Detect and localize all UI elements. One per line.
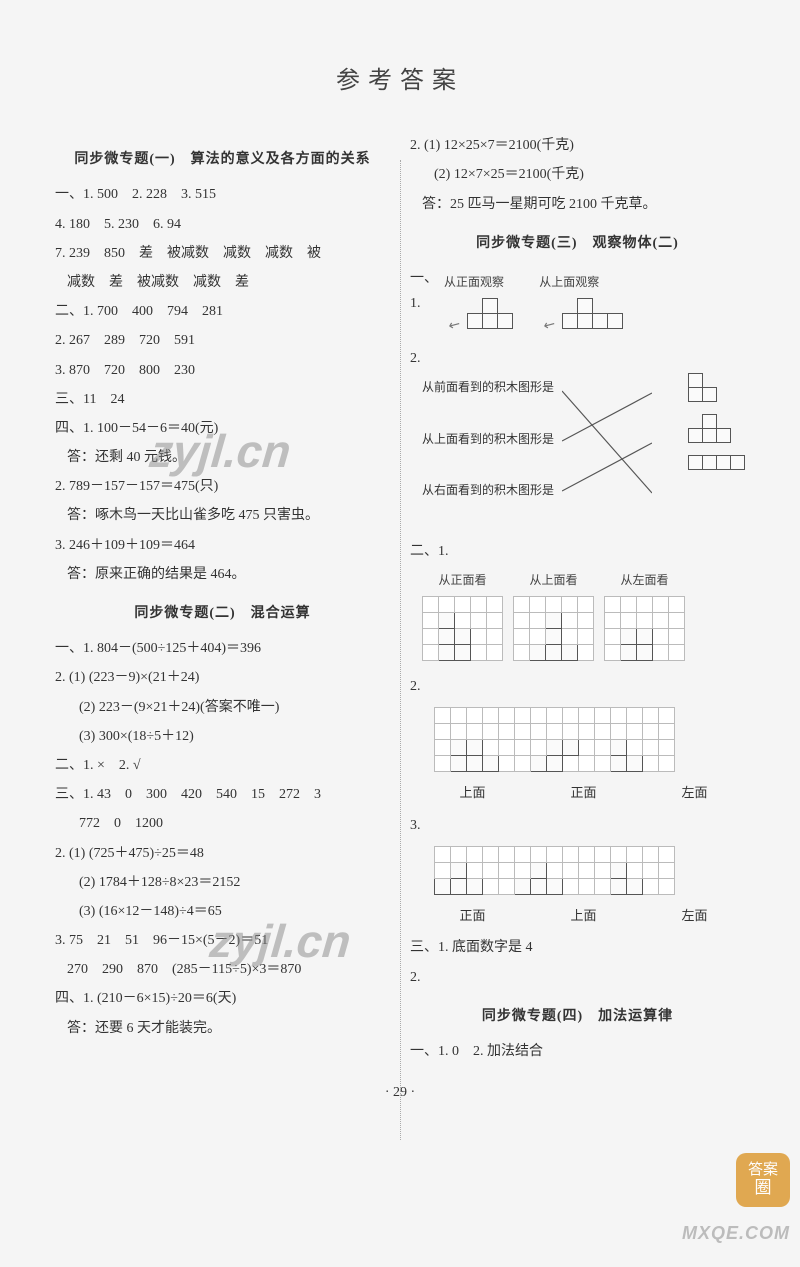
- badge-text: 答案: [748, 1162, 778, 1179]
- shape-label: 从正面观察: [444, 272, 513, 294]
- match-label: 从右面看到的积木图形是: [422, 480, 562, 502]
- match-labels: 从前面看到的积木图形是 从上面看到的积木图形是 从右面看到的积木图形是: [422, 377, 562, 532]
- text-line: 二、1. 700 400 794 281: [55, 299, 390, 324]
- section-4-title: 同步微专题(四) 加法运算律: [410, 1004, 745, 1029]
- grid-row: 从正面看 从上面看 从左面看: [422, 570, 745, 670]
- text-line: 2. (1) (725＋475)÷25＝48: [55, 841, 390, 866]
- grid-view: [604, 596, 685, 661]
- matching-diagram: 从前面看到的积木图形是 从上面看到的积木图形是 从右面看到的积木图形是: [422, 377, 745, 537]
- text-line: (2) 1784＋128÷8×23＝2152: [55, 870, 390, 895]
- text-line: 270 290 870 (285－115÷5)×3＝870: [55, 957, 390, 982]
- column-divider: [400, 160, 401, 1140]
- text-line: 一、1. 0 2. 加法结合: [410, 1039, 745, 1064]
- grid-view-large: [434, 846, 675, 895]
- text-line: 3. 870 720 800 230: [55, 358, 390, 383]
- text-line: 一、1. 500 2. 228 3. 515: [55, 182, 390, 207]
- item-number: 2.: [410, 674, 745, 699]
- item-number: 二、1.: [410, 539, 745, 564]
- text-line: 四、1. (210－6×15)÷20＝6(天): [55, 986, 390, 1011]
- shape: [688, 414, 745, 443]
- item-number: 2.: [410, 346, 745, 371]
- text-line: 减数 差 被减数 减数 差: [55, 270, 390, 295]
- item-number: 3.: [410, 813, 745, 838]
- text-line: 答：25 匹马一星期可吃 2100 千克草。: [410, 192, 745, 217]
- text-line: 答：还剩 40 元钱。: [55, 445, 390, 470]
- text-line: 二、1. × 2. √: [55, 753, 390, 778]
- text-line: 三、11 24: [55, 387, 390, 412]
- text-line: 772 0 1200: [55, 811, 390, 836]
- caption: 左面: [644, 904, 745, 927]
- text-line: (3) (16×12－148)÷4＝65: [55, 899, 390, 924]
- match-label: 从上面看到的积木图形是: [422, 429, 562, 451]
- section-1-title: 同步微专题(一) 算法的意义及各方面的关系: [55, 147, 390, 172]
- caption: 左面: [644, 781, 745, 804]
- text-line: 4. 180 5. 230 6. 94: [55, 212, 390, 237]
- shape: [688, 373, 745, 402]
- shape-front: [467, 298, 513, 329]
- left-column: 同步微专题(一) 算法的意义及各方面的关系 一、1. 500 2. 228 3.…: [55, 133, 390, 1068]
- text-line: 2. (1) (223－9)×(21＋24): [55, 665, 390, 690]
- text-line: 答：啄木鸟一天比山雀多吃 475 只害虫。: [55, 503, 390, 528]
- text-line: (2) 223－(9×21＋24)(答案不唯一): [55, 695, 390, 720]
- badge-text: 圈: [755, 1179, 772, 1198]
- answer-badge-icon: 答案 圈: [736, 1153, 790, 1207]
- text-line: (3) 300×(18÷5＋12): [55, 724, 390, 749]
- shape: [688, 455, 745, 470]
- shape-label: 从上面观察: [539, 272, 623, 294]
- section-3-title: 同步微专题(三) 观察物体(二): [410, 231, 745, 256]
- page-title: 参考答案: [55, 60, 745, 103]
- text-line: 四、1. 100－54－6＝40(元): [55, 416, 390, 441]
- arrow-icon: ↙: [442, 311, 465, 339]
- match-lines: [562, 383, 652, 533]
- match-shapes: [688, 373, 745, 482]
- section-2-title: 同步微专题(二) 混合运算: [55, 601, 390, 626]
- grid-view: [513, 596, 594, 661]
- text-line: 2. 789－157－157＝475(只): [55, 474, 390, 499]
- right-column: 2. (1) 12×25×7＝2100(千克) (2) 12×7×25＝2100…: [410, 133, 745, 1068]
- item-number: 一、1.: [410, 266, 444, 316]
- text-line: 一、1. 804－(500÷125＋404)＝396: [55, 636, 390, 661]
- domain-watermark: MXQE.COM: [682, 1217, 790, 1249]
- caption: 正面: [422, 904, 523, 927]
- caption: 正面: [533, 781, 634, 804]
- match-label: 从前面看到的积木图形是: [422, 377, 562, 399]
- text-line: 答：原来正确的结果是 464。: [55, 562, 390, 587]
- text-line: 2. (1) 12×25×7＝2100(千克): [410, 133, 745, 158]
- text-line: 3. 75 21 51 96－15×(5－2)＝51: [55, 928, 390, 953]
- text-line: 三、1. 底面数字是 4: [410, 935, 745, 960]
- caption: 上面: [533, 904, 634, 927]
- caption: 从左面看: [604, 570, 685, 592]
- caption: 从正面看: [422, 570, 503, 592]
- text-line: 3. 246＋109＋109＝464: [55, 533, 390, 558]
- text-line: 2. 267 289 720 591: [55, 328, 390, 353]
- arrow-icon: ↙: [538, 311, 561, 339]
- text-line: 三、1. 43 0 300 420 540 15 272 3: [55, 782, 390, 807]
- caption: 上面: [422, 781, 523, 804]
- caption: 从上面看: [513, 570, 594, 592]
- text-line: 答：还要 6 天才能装完。: [55, 1016, 390, 1041]
- text-line: (2) 12×7×25＝2100(千克): [410, 162, 745, 187]
- shape-top: [562, 298, 623, 329]
- text-line: 7. 239 850 差 被减数 减数 减数 被: [55, 241, 390, 266]
- text-line: 2.: [410, 965, 745, 990]
- grid-view: [422, 596, 503, 661]
- grid-view-large: [434, 707, 675, 772]
